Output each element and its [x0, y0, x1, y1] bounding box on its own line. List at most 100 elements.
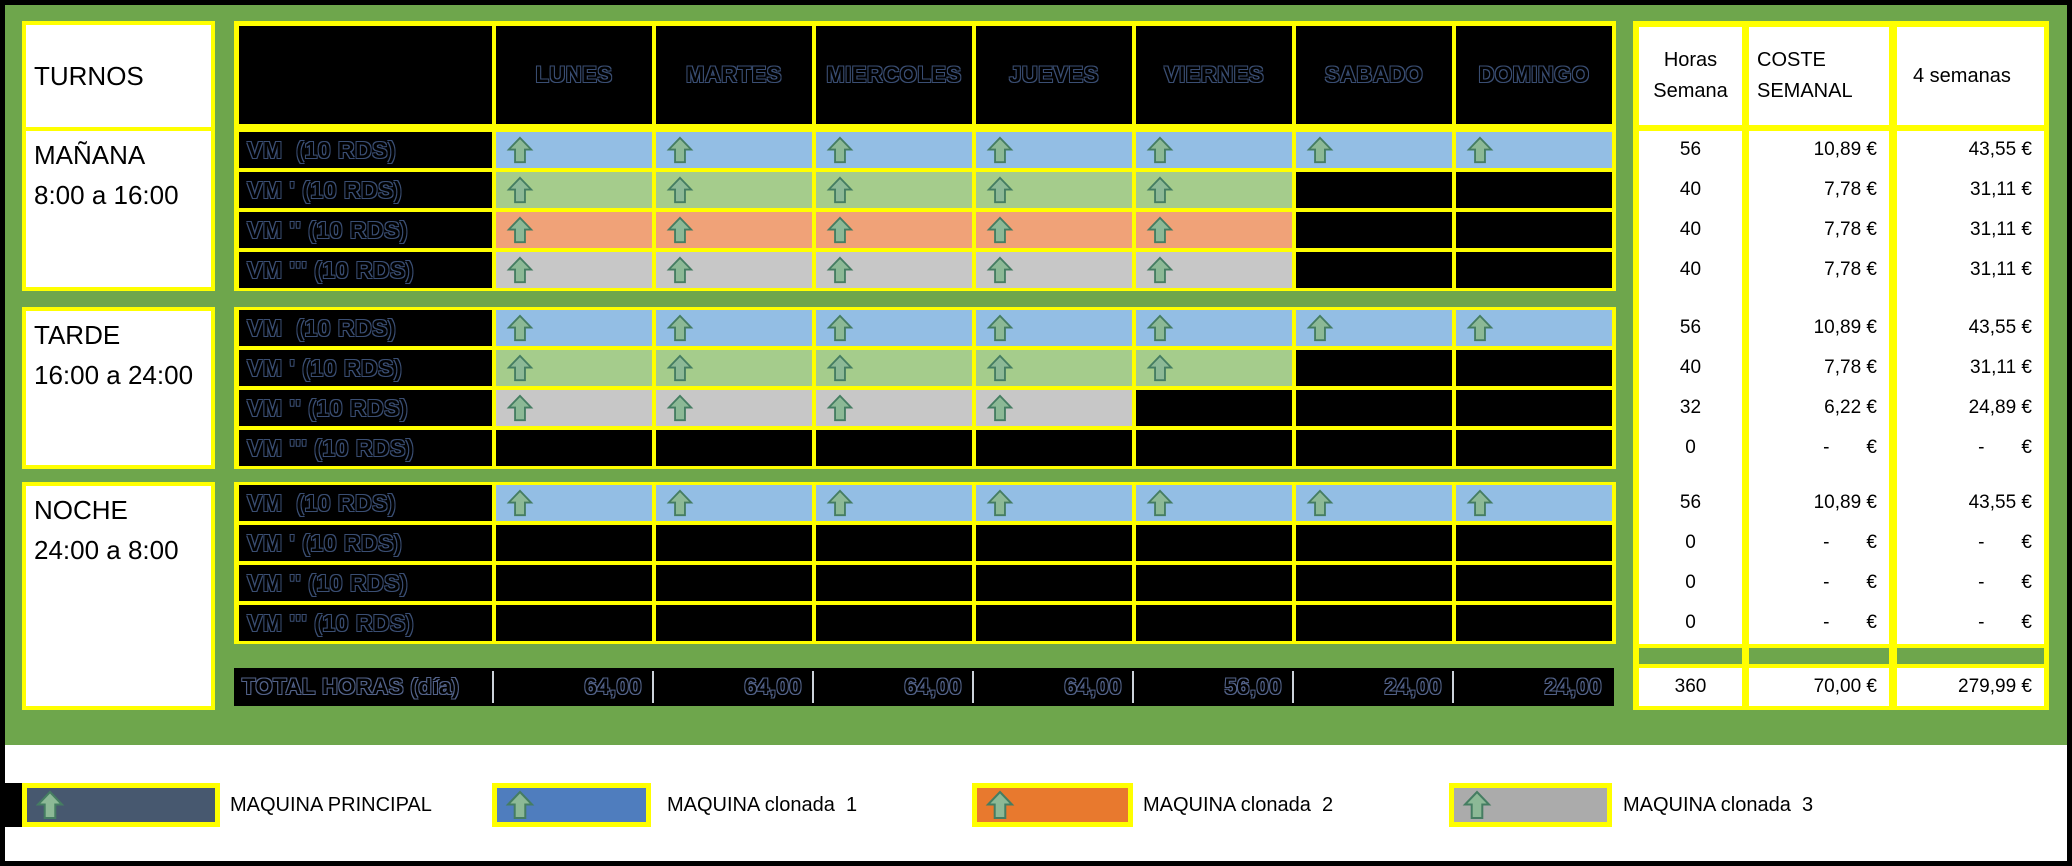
schedule-cell[interactable] [976, 525, 1132, 561]
schedule-cell[interactable] [1136, 485, 1292, 521]
weekly-cost-value[interactable]: 7,78 € [1824, 357, 1877, 378]
schedule-cell[interactable] [976, 252, 1132, 288]
schedule-cell[interactable] [1136, 350, 1292, 386]
schedule-cell[interactable] [656, 350, 812, 386]
schedule-cell[interactable] [496, 485, 652, 521]
schedule-cell[interactable] [1136, 605, 1292, 641]
shift-box-manana[interactable]: MAÑANA 8:00 a 16:00 [22, 127, 215, 291]
schedule-cell[interactable] [816, 565, 972, 601]
schedule-cell[interactable] [496, 430, 652, 466]
grand-total-hours[interactable]: 360 [1674, 676, 1707, 697]
hours-week-value[interactable]: 56 [1679, 139, 1702, 160]
schedule-cell[interactable] [1296, 525, 1452, 561]
col-header-coste-semanal[interactable]: COSTE SEMANAL [1757, 49, 1853, 102]
schedule-cell[interactable] [496, 212, 652, 248]
schedule-cell[interactable] [496, 525, 652, 561]
day-header-cell[interactable]: LUNES [496, 26, 652, 124]
col-header-4-semanas[interactable]: 4 semanas [1913, 64, 2011, 87]
schedule-cell[interactable] [656, 605, 812, 641]
schedule-cell[interactable] [1136, 212, 1292, 248]
schedule-cell[interactable] [656, 485, 812, 521]
four-weeks-value[interactable]: 31,11 € [1970, 357, 2032, 378]
machine-row-label[interactable]: VM '' (10 RDS) [239, 390, 492, 426]
schedule-cell[interactable] [1456, 525, 1612, 561]
weekly-cost-value[interactable]: 7,78 € [1824, 219, 1877, 240]
schedule-cell[interactable] [656, 525, 812, 561]
schedule-cell[interactable] [1456, 172, 1612, 208]
machine-row-label[interactable]: VM '' (10 RDS) [239, 565, 492, 601]
schedule-cell[interactable] [1456, 485, 1612, 521]
shift-box-tarde[interactable]: TARDE 16:00 a 24:00 [22, 307, 215, 469]
schedule-cell[interactable] [816, 252, 972, 288]
hours-week-value[interactable]: 56 [1679, 317, 1702, 338]
day-header-cell[interactable]: JUEVES [976, 26, 1132, 124]
schedule-cell[interactable] [1296, 310, 1452, 346]
schedule-cell[interactable] [1456, 212, 1612, 248]
legend-swatch-clone1[interactable] [492, 783, 651, 827]
schedule-cell[interactable] [656, 565, 812, 601]
machine-row-label[interactable]: VM ''' (10 RDS) [239, 252, 492, 288]
schedule-cell[interactable] [816, 172, 972, 208]
day-total-value[interactable]: 64,00 [744, 674, 802, 699]
schedule-cell[interactable] [976, 132, 1132, 168]
weekly-cost-value[interactable]: - € [1823, 532, 1877, 553]
schedule-cell[interactable] [496, 252, 652, 288]
schedule-cell[interactable] [816, 310, 972, 346]
schedule-cell[interactable] [496, 172, 652, 208]
hours-week-value[interactable]: 32 [1679, 397, 1702, 418]
machine-row-label[interactable]: VM (10 RDS) [239, 310, 492, 346]
weekly-cost-value[interactable]: - € [1823, 437, 1877, 458]
schedule-cell[interactable] [1296, 485, 1452, 521]
schedule-cell[interactable] [656, 390, 812, 426]
schedule-cell[interactable] [496, 605, 652, 641]
table-corner-cell[interactable] [239, 26, 492, 124]
grand-total-4-weeks[interactable]: 279,99 € [1958, 676, 2032, 697]
schedule-cell[interactable] [1456, 132, 1612, 168]
schedule-cell[interactable] [1136, 390, 1292, 426]
schedule-cell[interactable] [1296, 430, 1452, 466]
machine-row-label[interactable]: VM ''' (10 RDS) [239, 430, 492, 466]
schedule-cell[interactable] [1296, 565, 1452, 601]
schedule-cell[interactable] [1456, 565, 1612, 601]
schedule-cell[interactable] [816, 350, 972, 386]
schedule-cell[interactable] [656, 252, 812, 288]
schedule-cell[interactable] [1136, 430, 1292, 466]
schedule-cell[interactable] [976, 430, 1132, 466]
schedule-cell[interactable] [496, 390, 652, 426]
schedule-cell[interactable] [1296, 605, 1452, 641]
four-weeks-value[interactable]: 31,11 € [1970, 259, 2032, 280]
day-total-value[interactable]: 24,00 [1544, 674, 1602, 699]
schedule-cell[interactable] [1296, 252, 1452, 288]
day-total-value[interactable]: 64,00 [1064, 674, 1122, 699]
weekly-cost-value[interactable]: 10,89 € [1813, 492, 1877, 513]
hours-week-value[interactable]: 40 [1679, 219, 1702, 240]
schedule-cell[interactable] [496, 310, 652, 346]
four-weeks-value[interactable]: - € [1978, 612, 2032, 633]
day-total-value[interactable]: 24,00 [1384, 674, 1442, 699]
col-header-horas-semana[interactable]: Horas Semana [1653, 49, 1728, 102]
four-weeks-value[interactable]: 43,55 € [1968, 317, 2032, 338]
schedule-cell[interactable] [1456, 430, 1612, 466]
machine-row-label[interactable]: VM ''' (10 RDS) [239, 605, 492, 641]
schedule-cell[interactable] [1456, 350, 1612, 386]
day-header-cell[interactable]: MIERCOLES [816, 26, 972, 124]
schedule-cell[interactable] [1136, 310, 1292, 346]
schedule-cell[interactable] [1456, 310, 1612, 346]
hours-week-value[interactable]: 40 [1679, 179, 1702, 200]
legend-swatch-clone3[interactable] [1449, 783, 1612, 827]
four-weeks-value[interactable]: - € [1978, 437, 2032, 458]
hours-week-value[interactable]: 40 [1679, 259, 1702, 280]
schedule-cell[interactable] [1136, 252, 1292, 288]
machine-row-label[interactable]: VM ' (10 RDS) [239, 172, 492, 208]
schedule-cell[interactable] [976, 350, 1132, 386]
total-row[interactable]: TOTAL HORAS (día) [234, 668, 1614, 706]
day-header-cell[interactable]: MARTES [656, 26, 812, 124]
schedule-cell[interactable] [656, 132, 812, 168]
schedule-cell[interactable] [496, 132, 652, 168]
schedule-cell[interactable] [1296, 132, 1452, 168]
schedule-cell[interactable] [816, 212, 972, 248]
schedule-cell[interactable] [1456, 252, 1612, 288]
day-header-cell[interactable]: DOMINGO [1456, 26, 1612, 124]
schedule-cell[interactable] [1136, 132, 1292, 168]
schedule-cell[interactable] [496, 565, 652, 601]
